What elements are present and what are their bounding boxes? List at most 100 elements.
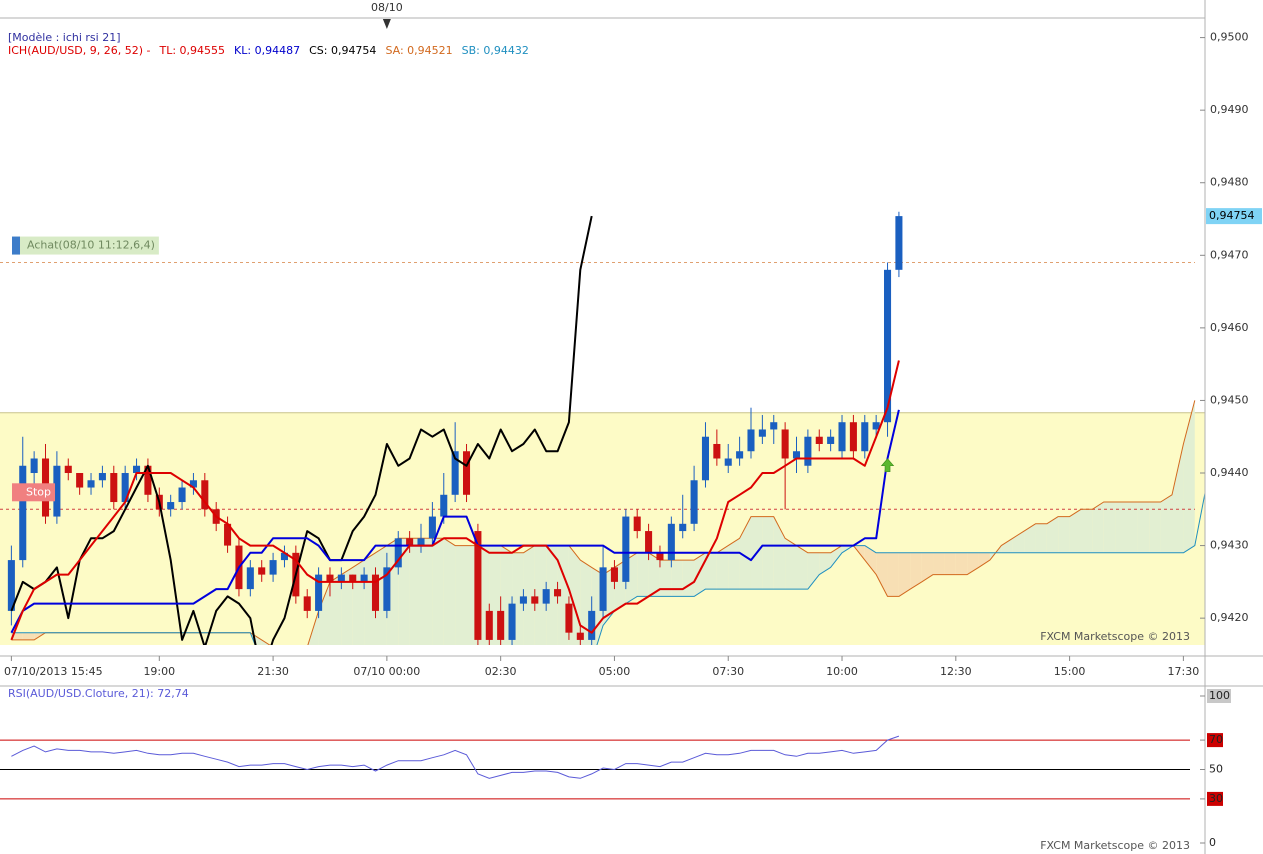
- y-tick-label: 0,9490: [1210, 103, 1249, 116]
- candle-body: [713, 443, 721, 459]
- candle-body: [337, 574, 345, 582]
- header-item: SB: 0,94432: [462, 44, 529, 57]
- x-tick-label: 10:00: [826, 665, 858, 678]
- candle-body: [531, 596, 539, 604]
- indicator-line: [10, 215, 593, 645]
- candle-body: [383, 567, 391, 611]
- candle-body: [701, 436, 710, 481]
- candle-body: [417, 538, 425, 546]
- signal-arrow: [880, 458, 895, 473]
- cloud-fill: [739, 516, 751, 590]
- candle-body: [110, 473, 118, 503]
- candle-body: [497, 610, 505, 640]
- candle-body: [87, 480, 95, 488]
- candle-body: [656, 552, 664, 561]
- header-item: TL: 0,94555: [158, 44, 225, 57]
- cloud-fill: [443, 538, 456, 645]
- candle-body: [519, 596, 527, 604]
- cloud-fill: [659, 560, 672, 597]
- candle-body: [121, 473, 129, 503]
- x-tick-label: 15:00: [1054, 665, 1086, 678]
- candle-body: [303, 596, 311, 611]
- candle-body: [861, 422, 869, 452]
- y-tick-label: 0,9430: [1210, 539, 1249, 552]
- candle-body: [406, 538, 414, 546]
- plot-area: [0, 211, 1205, 645]
- cloud-fill: [318, 581, 330, 645]
- cloud-fill: [876, 552, 888, 597]
- candle-body: [440, 494, 448, 517]
- candle-body: [599, 567, 607, 611]
- candle-body: [64, 465, 72, 474]
- top-marker-label: 08/10: [371, 1, 403, 14]
- candle-body: [462, 451, 471, 495]
- candle-body: [872, 422, 880, 430]
- candle-body: [554, 589, 562, 597]
- candle-body: [736, 451, 744, 459]
- cloud-fill: [716, 545, 729, 590]
- candle-body: [98, 473, 106, 481]
- y-tick-label: 0,9420: [1210, 611, 1249, 624]
- candle-body: [792, 451, 801, 459]
- cloud-fill: [898, 552, 911, 597]
- cloud-fill: [944, 552, 956, 575]
- candle-body: [269, 560, 277, 575]
- candle-body: [838, 422, 846, 452]
- candle-body: [690, 480, 698, 524]
- cloud-fill: [762, 516, 774, 590]
- rsi-title: RSI(AUD/USD.Cloture, 21): 72,74: [8, 687, 189, 700]
- cloud-fill: [568, 545, 581, 645]
- cloud-fill: [22, 632, 35, 640]
- candle-body: [565, 603, 573, 633]
- cloud-fill: [534, 545, 547, 645]
- cloud-fill: [500, 545, 513, 645]
- cloud-fill: [933, 552, 945, 575]
- order-label-box: [12, 236, 159, 255]
- x-tick-label: 07/10/2013 15:45: [4, 665, 103, 678]
- cloud-fill: [910, 552, 922, 590]
- header-item: ICH(AUD/USD, 9, 26, 52) -: [8, 44, 151, 57]
- order-marker: [12, 236, 20, 255]
- tick-label-box: [1207, 733, 1223, 748]
- last-price-label: 0,94754: [1209, 209, 1255, 222]
- y-tick-label: 0,9500: [1210, 31, 1249, 44]
- cloud-fill: [671, 560, 683, 597]
- candle-body: [770, 422, 778, 430]
- cloud-fill: [1046, 516, 1059, 553]
- cloud-fill: [489, 545, 501, 645]
- y-tick-label: 0,9450: [1210, 393, 1249, 406]
- header-title: [Modèle : ichi rsi 21]: [8, 31, 121, 44]
- candle-body: [485, 610, 493, 640]
- candle-body: [360, 574, 368, 582]
- tick-label-box: [1207, 791, 1223, 806]
- x-tick-label: 07:30: [712, 665, 744, 678]
- cloud-fill: [921, 552, 934, 582]
- watermark: FXCM Marketscope © 2013: [1040, 839, 1190, 852]
- order-label-box: [12, 483, 56, 502]
- candle-body: [884, 269, 892, 423]
- header-item: SA: 0,94521: [385, 44, 452, 57]
- x-tick-label: 02:30: [485, 665, 517, 678]
- cloud-fill: [955, 552, 968, 575]
- cloud-fill: [637, 552, 649, 597]
- cloud-fill: [978, 552, 990, 568]
- cloud-fill: [1080, 509, 1093, 553]
- rsi-line: [11, 735, 900, 779]
- y-tick-label: 0,9480: [1210, 176, 1249, 189]
- candle-body: [588, 610, 596, 640]
- cloud-fill: [1058, 516, 1070, 553]
- cloud-fill: [1012, 531, 1025, 553]
- candle-body: [19, 465, 27, 561]
- candle-body: [428, 516, 436, 539]
- candle-body: [394, 538, 402, 568]
- candle-body: [144, 465, 152, 495]
- candle-body: [645, 531, 653, 553]
- cloud-fill: [705, 552, 717, 590]
- candle-body: [167, 502, 175, 510]
- candle-body: [326, 574, 334, 582]
- x-tick-label: 05:00: [599, 665, 631, 678]
- candle-body: [258, 567, 266, 575]
- candle-body: [349, 574, 357, 582]
- candle-body: [622, 516, 630, 582]
